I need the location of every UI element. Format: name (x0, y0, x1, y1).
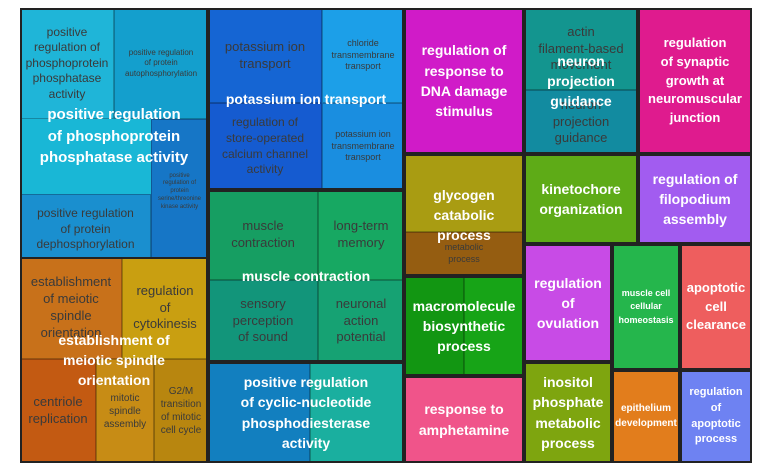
term-tile-mitotic-spindle-assembly: mitotic spindle assembly (96, 359, 154, 463)
term-label: potassium ion transport (224, 38, 306, 71)
term-tile-neuronal-action-potential: neuronal action potential (318, 280, 404, 362)
term-label: muscle contraction (231, 218, 295, 250)
term-tile (524, 244, 612, 362)
term-label: sensory perception of sound (232, 295, 294, 345)
term-tile (404, 154, 524, 232)
term-label: long-term memory (333, 218, 389, 250)
term-tile-potassium-ion-transmembrane-transport: potassium ion transmembrane transport (322, 103, 404, 190)
term-label: positive regulation of protein serine/th… (157, 172, 202, 210)
term-label: actin filament-based movement (538, 23, 624, 73)
term-tile (612, 244, 680, 370)
term-tile-g2-m-transition-of-mitotic-cell-cycle: G2/M transition of mitotic cell cycle (154, 359, 208, 463)
term-tile-long-term-memory: long-term memory (318, 190, 404, 280)
term-tile (404, 8, 524, 154)
term-tile-actin-filament-based-movement: actin filament-based movement (524, 8, 638, 90)
term-label: G2/M transition of mitotic cell cycle (160, 386, 202, 436)
term-label: centriole replication (28, 394, 88, 426)
term-label: potassium ion transmembrane transport (331, 128, 395, 163)
term-label: chloride transmembrane transport (331, 37, 395, 72)
term-tile-regulation-of-store-operated-calcium-channel-act: regulation of store-operated calcium cha… (208, 103, 322, 190)
term-label: regulation of cytokinesis (133, 282, 197, 332)
term-label: mitotic spindle assembly (103, 392, 147, 430)
term-tile (524, 362, 612, 463)
term-tile (638, 8, 752, 154)
term-label: establishment of meiotic spindle orienta… (30, 274, 112, 340)
term-tile-positive-regulation-of-protein-serine-threonine-: positive regulation of protein serine/th… (151, 119, 208, 265)
term-tile (680, 370, 752, 463)
term-tile (680, 244, 752, 370)
term-tile (310, 362, 404, 463)
term-tile-establishment-of-meiotic-spindle-orientation: establishment of meiotic spindle orienta… (20, 257, 122, 359)
term-label: positive regulation of phosphoprotein ph… (25, 24, 109, 101)
term-label: neuronal action potential (335, 295, 387, 345)
term-tile (638, 154, 752, 244)
term-tile-metabolic-process: metabolic process (404, 232, 524, 276)
term-tile (524, 154, 638, 244)
term-tile (208, 362, 310, 463)
term-tile-muscle-contraction: muscle contraction (208, 190, 318, 280)
term-label: metabolic process (444, 242, 484, 264)
term-tile-positive-regulation-of-phosphoprotein-phosphatas: positive regulation of phosphoprotein ph… (20, 8, 114, 119)
term-tile-sensory-perception-of-sound: sensory perception of sound (208, 280, 318, 362)
term-label: regulation of store-operated calcium cha… (221, 115, 309, 177)
term-tile (464, 276, 524, 376)
term-label: neuron projection guidance (552, 96, 610, 146)
term-tile (404, 276, 464, 376)
term-tile (404, 376, 524, 463)
filler-tile (20, 119, 151, 194)
term-tile-neuron-projection-guidance: neuron projection guidance (524, 90, 638, 154)
term-tile-centriole-replication: centriole replication (20, 359, 96, 463)
term-tile-positive-regulation-of-protein-autophosphorylati: positive regulation of protein autophosp… (114, 8, 208, 119)
term-tile-positive-regulation-of-protein-dephosphorylation: positive regulation of protein dephospho… (20, 194, 151, 265)
term-label: positive regulation of protein autophosp… (124, 47, 198, 78)
term-label: positive regulation of protein dephospho… (36, 206, 135, 252)
term-tile-chloride-transmembrane-transport: chloride transmembrane transport (322, 8, 404, 103)
term-tile (612, 370, 680, 463)
term-tile-potassium-ion-transport: potassium ion transport (208, 8, 322, 103)
term-tile-regulation-of-cytokinesis: regulation of cytokinesis (122, 257, 208, 359)
